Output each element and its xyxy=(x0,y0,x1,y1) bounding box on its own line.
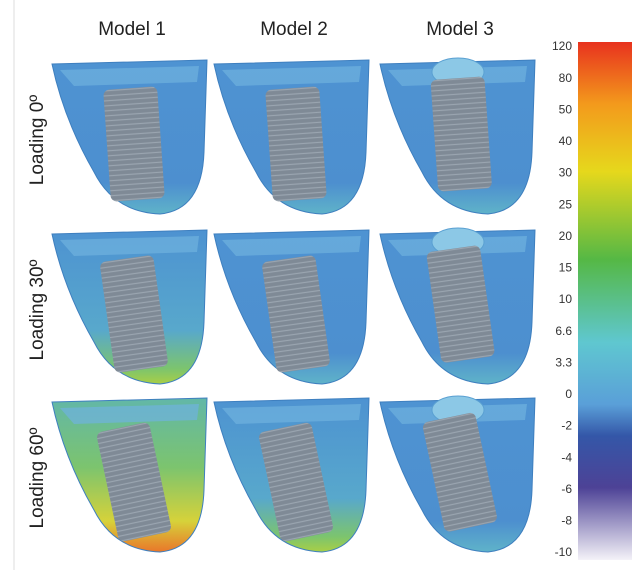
model-panel xyxy=(380,228,535,384)
implant xyxy=(430,76,492,191)
colorbar-label: -4 xyxy=(561,450,572,464)
colorbar-label: 0 xyxy=(565,387,572,401)
colorbar-label: -10 xyxy=(555,545,573,559)
column-header: Model 1 xyxy=(98,19,166,40)
colorbar-label: 3.3 xyxy=(555,355,572,369)
colorbar-label: 30 xyxy=(559,166,573,180)
colorbar xyxy=(578,42,632,560)
colorbar-label: 6.6 xyxy=(555,324,572,338)
colorbar-label: 15 xyxy=(559,261,573,275)
row-label: Loading 30º xyxy=(27,259,48,360)
column-header: Model 3 xyxy=(426,19,494,40)
implant xyxy=(103,86,165,201)
colorbar-label: -6 xyxy=(561,482,572,496)
colorbar-label: -2 xyxy=(561,419,572,433)
column-header: Model 2 xyxy=(260,19,328,40)
row-label: Loading 0º xyxy=(27,95,48,185)
colorbar-label: 10 xyxy=(559,292,573,306)
model-panel xyxy=(52,398,207,552)
model-panel xyxy=(214,230,369,384)
model-panel xyxy=(214,398,369,552)
colorbar-label: 20 xyxy=(559,229,573,243)
model-panel xyxy=(52,60,207,214)
colorbar-label: 120 xyxy=(552,39,572,53)
colorbar-label: 50 xyxy=(559,102,573,116)
model-panel xyxy=(380,396,535,552)
model-panel xyxy=(52,230,207,384)
model-panel xyxy=(380,58,535,214)
colorbar-label: 40 xyxy=(559,134,573,148)
implant xyxy=(265,86,327,201)
colorbar-label: 25 xyxy=(559,197,573,211)
figure-canvas: Model 1 Model 2 Model 3 Loading 0º Loading 3… xyxy=(0,0,635,570)
model-panel xyxy=(214,60,369,214)
row-label: Loading 60º xyxy=(27,427,48,528)
colorbar-label: -8 xyxy=(561,514,572,528)
figure: Model 1 Model 2 Model 3 Loading 0º Loading 3… xyxy=(0,0,635,570)
colorbar-label: 80 xyxy=(559,71,573,85)
